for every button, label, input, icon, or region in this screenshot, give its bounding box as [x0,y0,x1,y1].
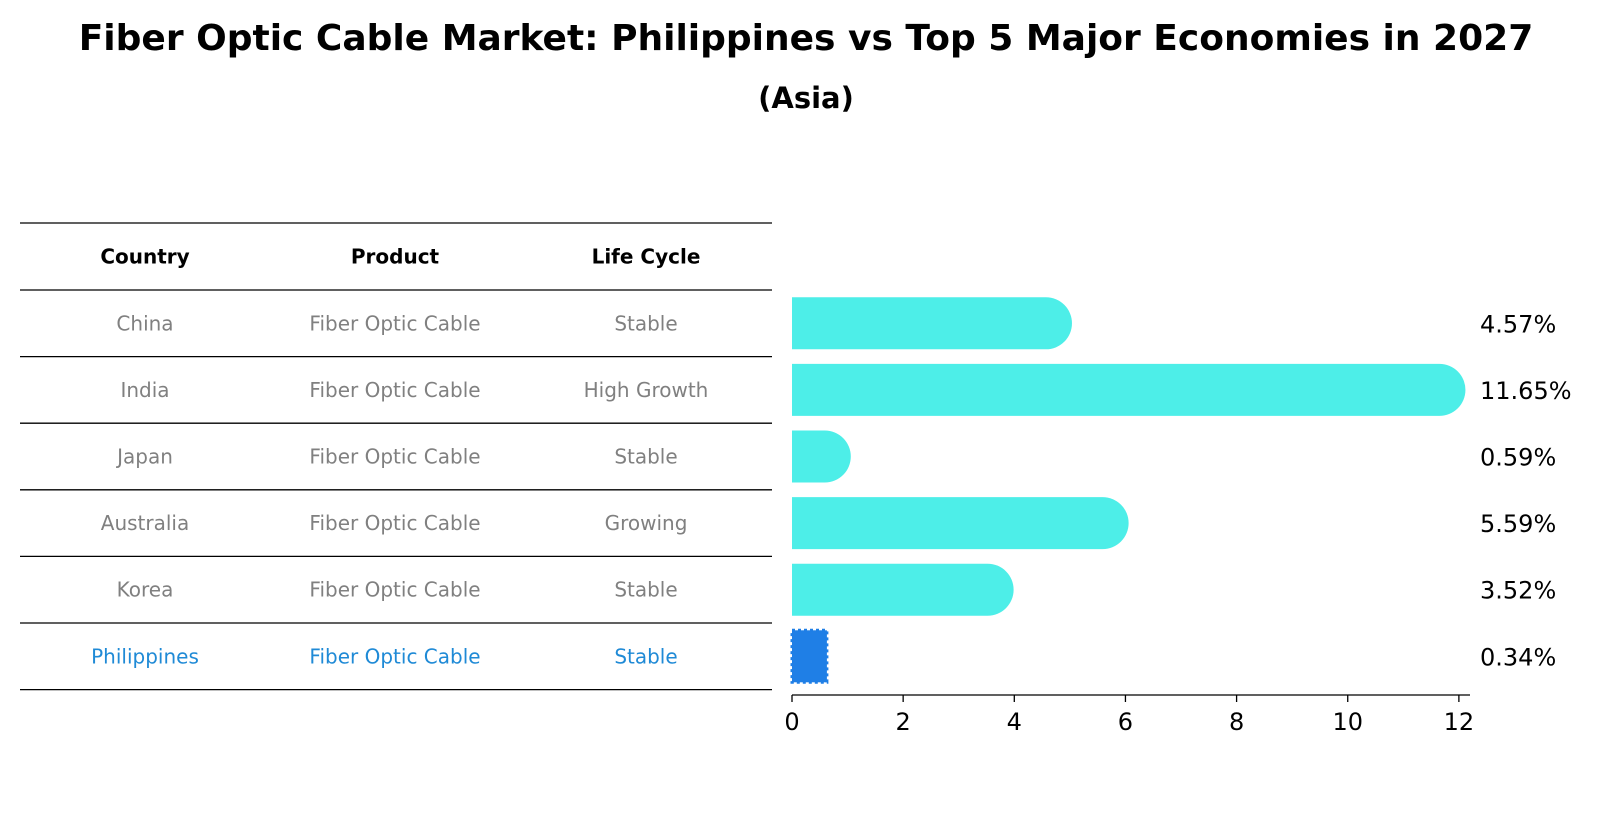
bar-korea [792,563,1014,616]
bar-india [792,363,1466,416]
table-cell-country: Korea [117,578,174,602]
bar-philippines [790,628,829,684]
bar-china [792,297,1072,350]
value-label: 0.59% [1480,444,1556,472]
table-cell-country: India [120,378,169,402]
chart-title: Fiber Optic Cable Market: Philippines vs… [79,18,1534,59]
table-cell-product: Fiber Optic Cable [309,311,480,335]
table-cell-product: Fiber Optic Cable [309,378,480,402]
table-header-country: Country [100,245,189,269]
x-tick-label: 6 [1118,708,1133,736]
table-cell-country: Philippines [91,644,199,668]
table-cell-country: Australia [101,511,189,535]
table-cell-life-cycle: Growing [605,511,688,535]
x-tick-label: 2 [896,708,911,736]
x-tick-label: 4 [1007,708,1022,736]
value-label: 11.65% [1480,377,1572,405]
table-cell-country: China [116,311,173,335]
value-label: 0.34% [1480,643,1556,671]
table-header-life-cycle: Life Cycle [592,245,701,269]
table-cell-product: Fiber Optic Cable [309,445,480,469]
table-cell-life-cycle: High Growth [584,378,709,402]
table-cell-life-cycle: Stable [614,644,677,668]
x-tick-label: 12 [1444,708,1475,736]
chart-subtitle: (Asia) [758,81,854,115]
x-tick-label: 8 [1229,708,1244,736]
x-tick-label: 10 [1332,708,1363,736]
table-cell-product: Fiber Optic Cable [309,578,480,602]
bar-japan [792,430,851,483]
x-tick-label: 0 [784,708,799,736]
table-cell-life-cycle: Stable [614,578,677,602]
value-label: 5.59% [1480,510,1556,538]
table-cell-life-cycle: Stable [614,445,677,469]
table-header-product: Product [351,245,440,269]
table-cell-product: Fiber Optic Cable [309,511,480,535]
table-cell-life-cycle: Stable [614,311,677,335]
value-label: 3.52% [1480,577,1556,605]
value-label: 4.57% [1480,310,1556,338]
bar-australia [792,497,1129,550]
table-cell-country: Japan [115,445,173,469]
table-cell-product: Fiber Optic Cable [309,644,480,668]
